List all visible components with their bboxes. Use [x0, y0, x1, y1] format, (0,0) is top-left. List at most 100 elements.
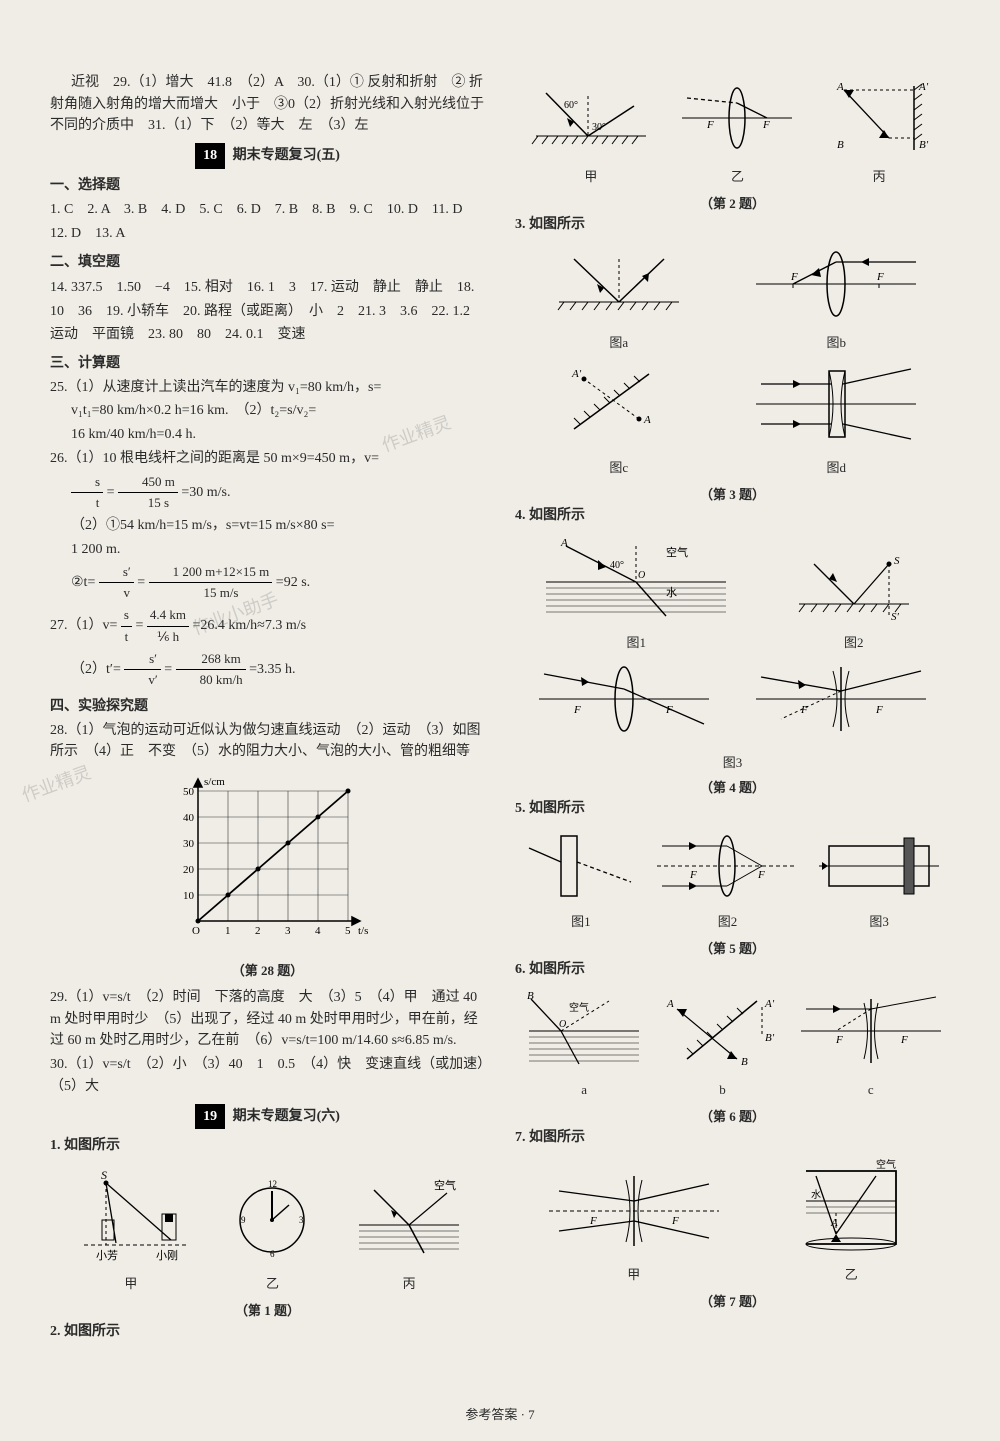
- q26-line3: ②t= s′v = 1 200 m+12×15 m15 m/s =92 s.: [50, 562, 485, 603]
- svg-text:3: 3: [299, 1215, 304, 1225]
- fig7-yi-svg: 空气 水 A: [781, 1156, 921, 1256]
- fig6-caption: （第 6 题）: [515, 1106, 950, 1125]
- badge-19: 19: [195, 1104, 225, 1130]
- svg-text:F: F: [757, 869, 765, 881]
- q28-chart: s/cm 5040 3020 10 O 12 34 5 t/s （第 28 题）: [50, 771, 485, 979]
- svg-text:60°: 60°: [564, 100, 578, 111]
- title-19: 期末专题复习(六): [233, 1109, 340, 1124]
- q4-text: 4. 如图所示: [515, 505, 950, 527]
- left-column: 近视 29.（1）增大 41.8 （2）A 30.（1）① 反射和折射 ② 折射…: [50, 70, 485, 1345]
- svg-text:F: F: [875, 704, 883, 716]
- part4-head: 四、实验探究题: [50, 696, 485, 718]
- svg-text:9: 9: [241, 1215, 246, 1225]
- svg-text:t/s: t/s: [358, 925, 368, 937]
- svg-text:F: F: [762, 119, 770, 131]
- q6-text: 6. 如图所示: [515, 959, 950, 981]
- fig3-row2: A A′ 图c 图d: [515, 359, 950, 476]
- fig5-2-svg: F F: [652, 828, 802, 903]
- svg-text:20: 20: [183, 864, 195, 876]
- q28-text: 28.（1）气泡的运动可近似认为做匀速直线运动 （2）运动 （3）如图所示 （4…: [50, 720, 485, 763]
- q25-line2: v₁t₁=80 km/h×0.2 h=16 km. （2）t₂=s/v₂=: [50, 400, 485, 422]
- fig7-jia-svg: F F: [544, 1166, 724, 1256]
- svg-text:30: 30: [183, 838, 195, 850]
- fig1-row: S 小芳 小刚 甲: [50, 1165, 485, 1292]
- svg-text:A: A: [666, 998, 674, 1010]
- part1-answers: 1. C 2. A 3. B 4. D 5. C 6. D 7. B 8. B …: [50, 198, 485, 246]
- fig1-bing-svg: 空气: [349, 1175, 469, 1265]
- svg-text:B: B: [527, 990, 534, 1002]
- svg-text:小刚: 小刚: [156, 1249, 178, 1262]
- svg-text:12: 12: [268, 1179, 277, 1189]
- q3-text: 3. 如图所示: [515, 214, 950, 236]
- svg-text:F: F: [900, 1034, 908, 1046]
- fig5-3-svg: [814, 828, 944, 903]
- fig1-yi-svg: 12 3 6 9: [227, 1175, 317, 1265]
- q26-line2b: 1 200 m.: [50, 539, 485, 561]
- fig6-a-svg: 空气 O B: [519, 989, 649, 1074]
- svg-text:A′: A′: [571, 368, 582, 380]
- part2-answers: 14. 337.5 1.50 −4 15. 相对 16. 1 3 17. 运动 …: [50, 276, 485, 347]
- svg-text:O: O: [559, 1019, 566, 1030]
- fig7-row: F F 甲 空气 水: [515, 1156, 950, 1283]
- svg-text:B: B: [741, 1056, 748, 1068]
- svg-text:O: O: [192, 925, 200, 937]
- fig1-jia-svg: S 小芳 小刚: [66, 1165, 196, 1265]
- part2-head: 二、填空题: [50, 252, 485, 274]
- fig3-a-svg: [544, 244, 694, 324]
- section-19-heading: 19 期末专题复习(六): [50, 1104, 485, 1130]
- q26-line1: 26.（1）10 根电线杆之间的距离是 50 m×9=450 m，v=: [50, 448, 485, 470]
- fig2-yi-svg: F F: [677, 78, 797, 158]
- q1-text: 1. 如图所示: [50, 1135, 485, 1157]
- fig6-c-svg: F F: [796, 989, 946, 1074]
- svg-text:1: 1: [225, 925, 231, 937]
- svg-text:空气: 空气: [876, 1158, 896, 1171]
- fig3-caption: （第 3 题）: [515, 484, 950, 503]
- q7-text: 7. 如图所示: [515, 1127, 950, 1149]
- svg-text:2: 2: [255, 925, 261, 937]
- part1-head: 一、选择题: [50, 175, 485, 197]
- fig4-row1: 空气 水 A 40° O 图1 S: [515, 534, 950, 651]
- svg-text:10: 10: [183, 890, 195, 902]
- fig2-caption: （第 2 题）: [515, 193, 950, 212]
- svg-text:6: 6: [270, 1249, 275, 1259]
- q27-line2: （2）t′= s′v′ = 268 km80 km/h =3.35 h.: [50, 649, 485, 690]
- q30-text: 30.（1）v=s/t （2）小 （3）40 1 0.5 （4）快 变速直线（或…: [50, 1054, 485, 1097]
- fig5-1-svg: [521, 828, 641, 903]
- fig4-1-svg: 空气 水 A 40° O: [536, 534, 736, 624]
- fig3-b-svg: F F: [751, 244, 921, 324]
- q28-caption: （第 28 题）: [50, 960, 485, 979]
- q27-line1: 27.（1）v= st = 4.4 km⅙ h =26.4 km/h≈7.3 m…: [50, 605, 485, 646]
- q29-text: 29.（1）v=s/t （2）时间 下落的高度 大 （3）5 （4）甲 通过 4…: [50, 987, 485, 1052]
- fig4-row2: F F F F: [515, 659, 950, 744]
- fig5-row: 图1 F F 图2: [515, 828, 950, 930]
- svg-text:空气: 空气: [666, 545, 688, 559]
- svg-text:F: F: [573, 704, 581, 716]
- fig3-row1: 图a F F 图b: [515, 244, 950, 351]
- q25-line1: 25.（1）从速度计上读出汽车的速度为 v₁=80 km/h，s=: [50, 377, 485, 399]
- svg-text:S: S: [101, 1168, 107, 1182]
- svg-text:空气: 空气: [569, 1001, 589, 1014]
- svg-text:A: A: [643, 414, 651, 426]
- fig6-row: 空气 O B a A B A′ B′: [515, 989, 950, 1098]
- fig2-row: 60° 30° 甲 F F 乙: [515, 78, 950, 185]
- svg-text:B′: B′: [765, 1032, 775, 1044]
- q2-text: 2. 如图所示: [50, 1321, 485, 1343]
- svg-text:S: S: [894, 555, 900, 567]
- right-column: 60° 30° 甲 F F 乙: [515, 70, 950, 1345]
- fig1-caption: （第 1 题）: [50, 1300, 485, 1319]
- fig5-caption: （第 5 题）: [515, 938, 950, 957]
- svg-text:40°: 40°: [610, 560, 624, 571]
- fig2-jia-svg: 60° 30°: [526, 78, 656, 158]
- svg-text:40: 40: [183, 812, 195, 824]
- svg-text:B′: B′: [919, 139, 929, 151]
- fig4-3b-svg: F F: [751, 659, 931, 739]
- svg-text:F: F: [689, 869, 697, 881]
- q26-frac-line: st = 450 m15 s =30 m/s.: [50, 472, 485, 513]
- svg-text:30°: 30°: [592, 122, 606, 133]
- svg-text:S′: S′: [891, 611, 900, 623]
- svg-text:s/cm: s/cm: [204, 776, 225, 788]
- q26-line2a: （2）①54 km/h=15 m/s，s=vt=15 m/s×80 s=: [50, 515, 485, 537]
- badge-18: 18: [195, 143, 225, 169]
- q26-text: 26.（1）10 根电线杆之间的距离是 50 m×9=450 m，v=: [50, 451, 379, 466]
- svg-text:50: 50: [183, 786, 195, 798]
